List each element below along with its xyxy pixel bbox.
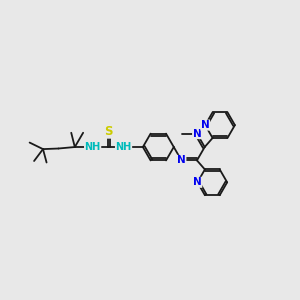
Text: S: S <box>104 125 112 138</box>
Text: N: N <box>193 177 202 187</box>
Text: N: N <box>201 120 209 130</box>
Text: NH: NH <box>116 142 132 152</box>
Text: NH: NH <box>85 142 101 152</box>
Text: N: N <box>193 129 201 139</box>
Text: N: N <box>177 155 186 165</box>
